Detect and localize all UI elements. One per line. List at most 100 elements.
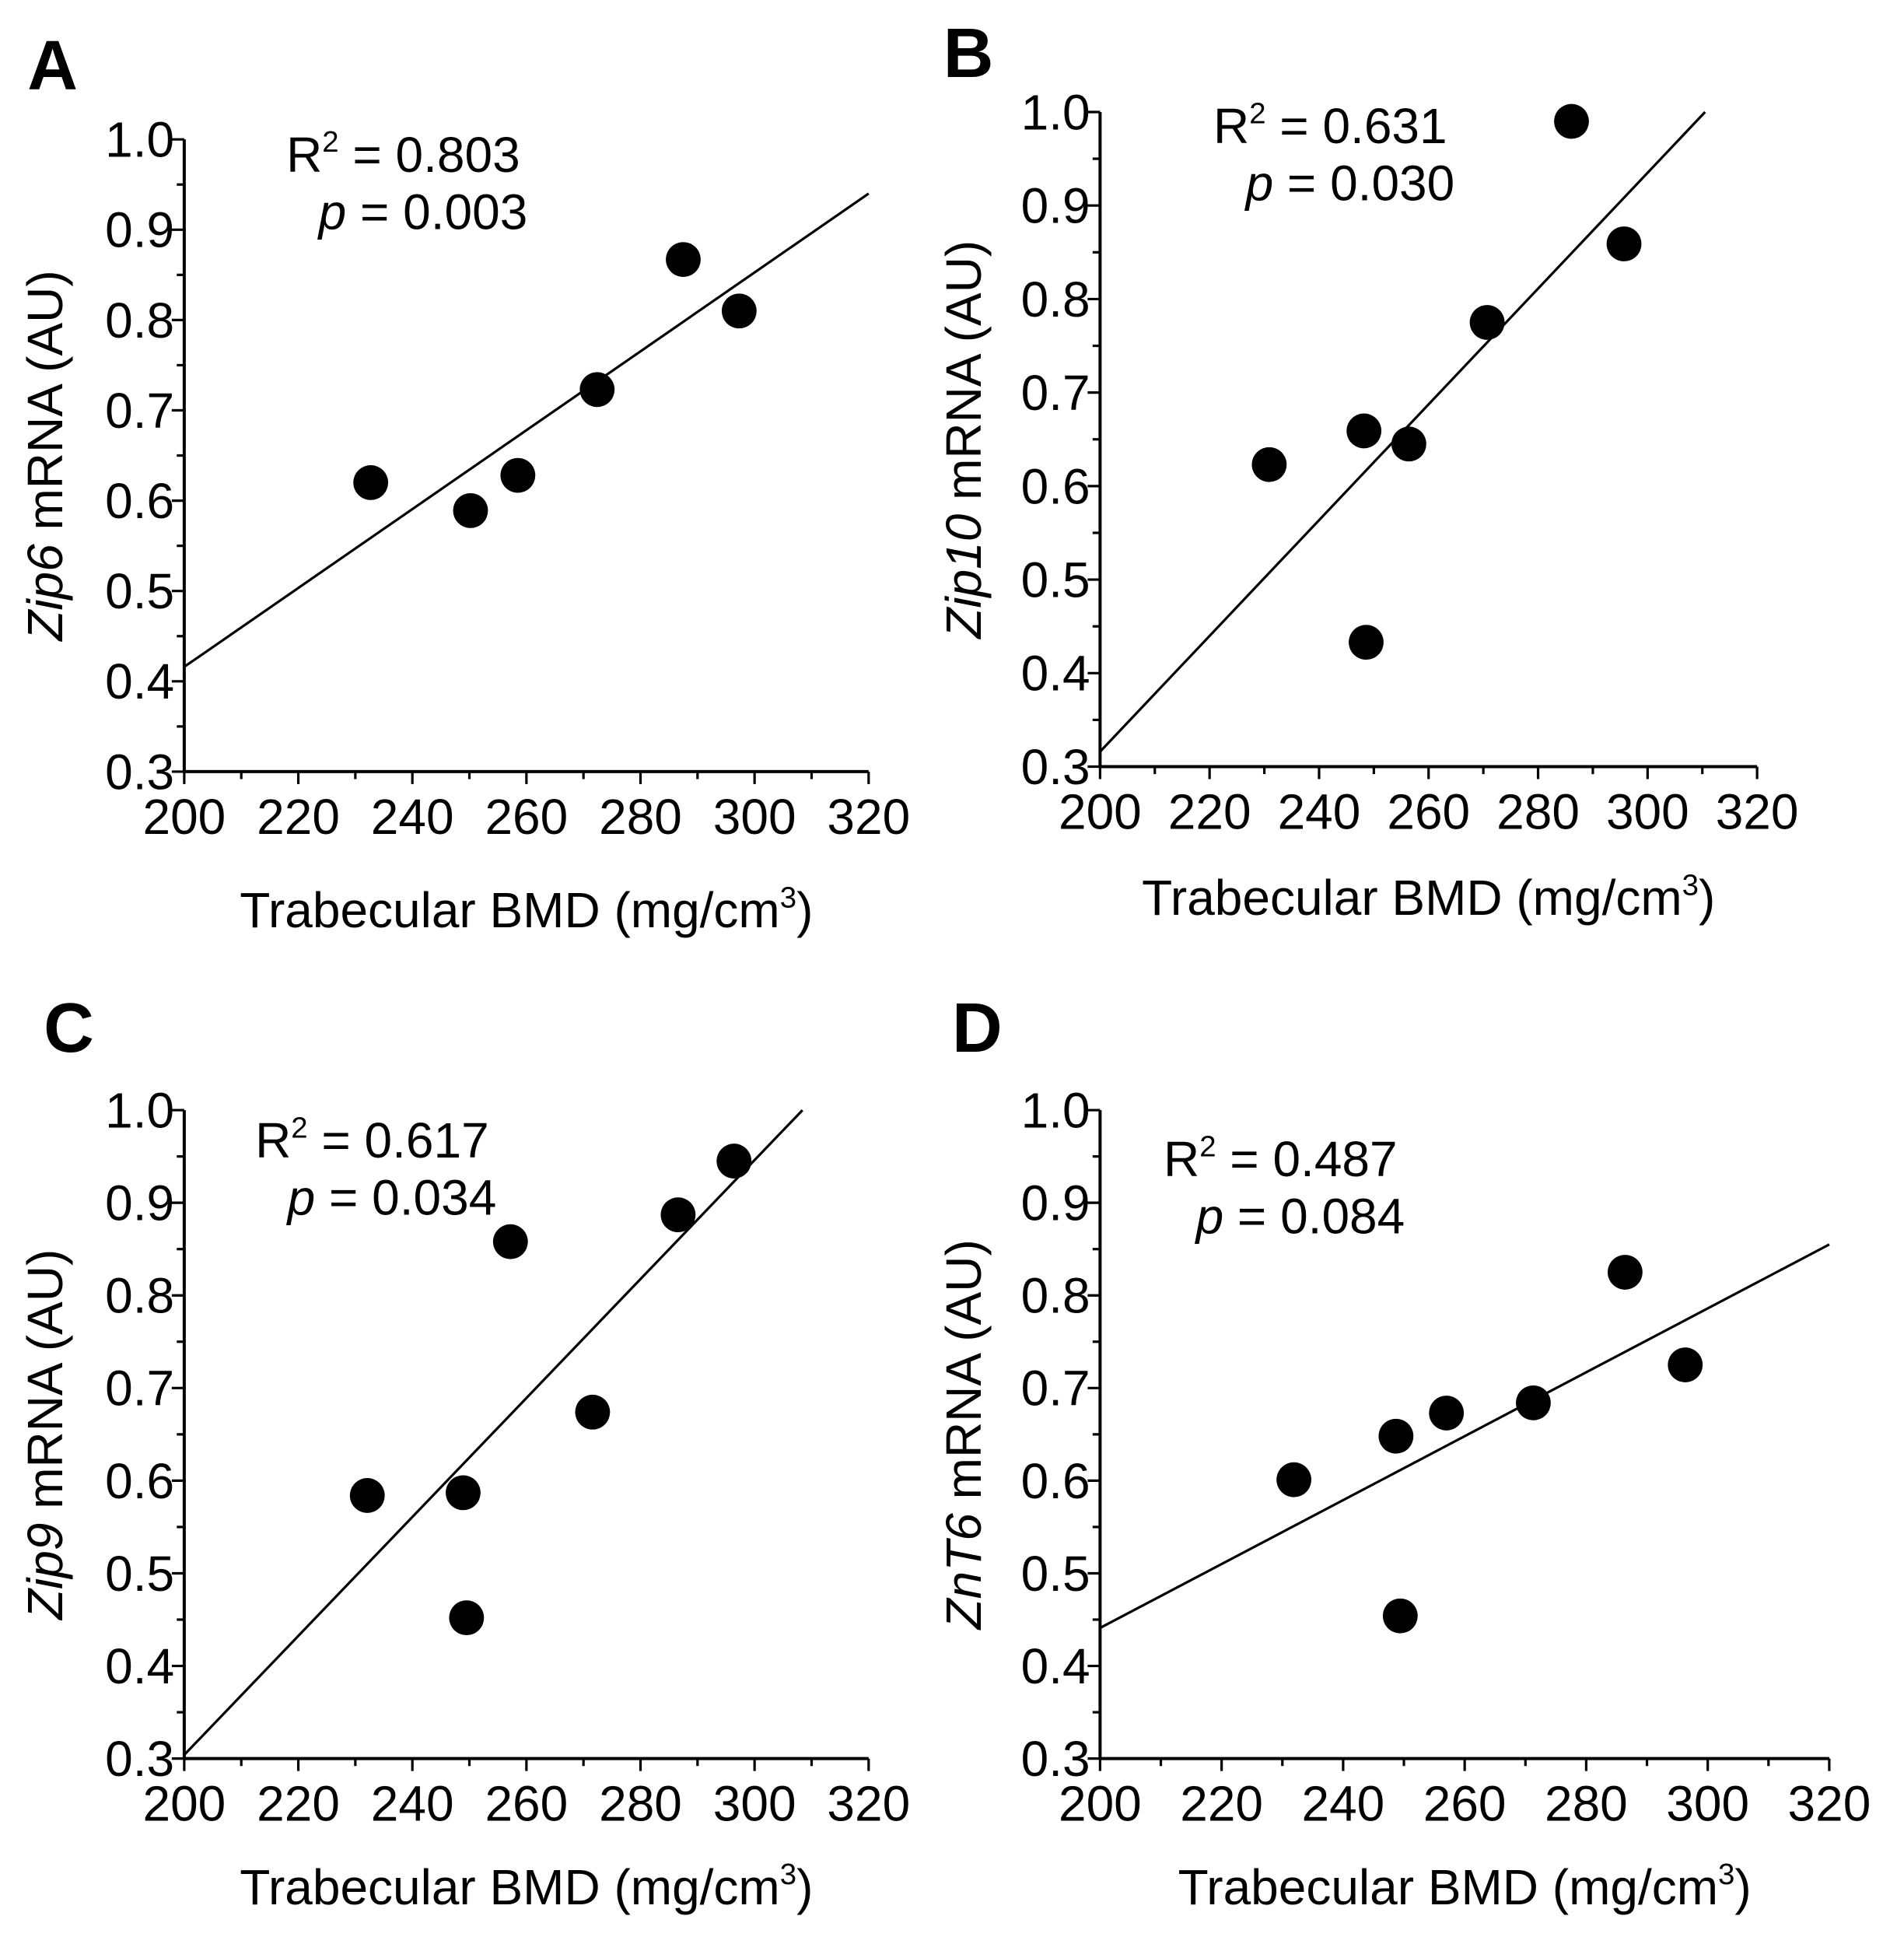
- x-tick-label: 320: [1716, 784, 1799, 840]
- data-point: [1349, 625, 1384, 660]
- data-point: [449, 1600, 485, 1636]
- x-axis-label: Trabecular BMD (mg/cm3): [1142, 868, 1715, 926]
- y-tick-label: 0.6: [105, 473, 174, 529]
- r-squared-annotation: R2 = 0.631: [1213, 96, 1447, 154]
- x-tick-label: 200: [1059, 1776, 1142, 1832]
- y-tick-label: 0.9: [1021, 178, 1090, 234]
- p-value-label: p: [286, 1169, 316, 1225]
- y-tick-label: 0.8: [1021, 1268, 1090, 1324]
- x-tick-label: 300: [1606, 784, 1689, 840]
- r-squared-value: = 0.487: [1216, 1131, 1398, 1187]
- data-point: [660, 1197, 696, 1233]
- regression-line: [183, 192, 870, 668]
- y-tick-label: 0.5: [105, 1546, 174, 1602]
- x-axis-label-end: ): [1699, 870, 1715, 926]
- x-axis-label-superscript: 3: [1682, 868, 1699, 902]
- data-point: [1391, 426, 1426, 462]
- data-point: [716, 1144, 752, 1179]
- y-axis-label-text: mRNA (AU): [17, 270, 73, 544]
- p-value-value: = 0.003: [346, 184, 527, 240]
- x-tick-label: 300: [1666, 1776, 1749, 1832]
- data-point: [453, 492, 488, 528]
- x-tick-label: 200: [1059, 784, 1142, 840]
- panel-B: B 200 220 240 260 280 300 320 0.3 0.4 0.5 0.6 0.7 0.8…: [936, 14, 1799, 926]
- r-squared-value: = 0.617: [308, 1112, 489, 1168]
- p-value-label: p: [1244, 156, 1274, 212]
- r-squared-superscript: 2: [1249, 96, 1265, 130]
- r-squared-annotation: R2 = 0.803: [286, 125, 520, 183]
- panel-A: A 200 220 240 260 280 300 320 0.3 0.4 0.5 0.6 0.7 0.8…: [17, 26, 910, 938]
- data-point: [666, 242, 701, 278]
- x-axis-label-superscript: 3: [780, 881, 796, 914]
- x-axis-label-text: Trabecular BMD (mg/cm: [240, 882, 779, 938]
- y-tick-label: 1.0: [105, 1082, 174, 1138]
- y-axis-label: Zip10 mRNA (AU): [936, 240, 992, 640]
- y-axis-label-text: mRNA (AU): [936, 1239, 992, 1513]
- p-value-label: p: [317, 184, 347, 240]
- y-tick-label: 0.6: [1021, 1453, 1090, 1509]
- x-tick-label: 300: [713, 1776, 796, 1832]
- x-tick-label: 260: [1387, 784, 1470, 840]
- r-squared-label: R: [1164, 1131, 1199, 1187]
- panel-letter: A: [27, 26, 78, 104]
- y-axis-label-gene: ZnT6: [936, 1513, 992, 1631]
- y-axis-label-gene: Zip10: [936, 513, 992, 639]
- regression-line: [1099, 1243, 1830, 1630]
- p-value-value: = 0.030: [1273, 156, 1454, 212]
- p-value-annotation: p = 0.030: [1244, 156, 1455, 212]
- data-point: [1608, 1255, 1643, 1290]
- y-axis-label: Zip9 mRNA (AU): [17, 1249, 73, 1621]
- x-tick-label: 240: [1278, 784, 1361, 840]
- y-tick-label: 0.6: [105, 1453, 174, 1509]
- x-tick-label: 240: [371, 1776, 454, 1832]
- x-axis-label-end: ): [796, 1859, 813, 1915]
- r-squared-annotation: R2 = 0.617: [255, 1111, 489, 1168]
- data-point: [579, 372, 615, 408]
- y-axis-label-gene: Zip6: [17, 544, 73, 643]
- x-tick-label: 320: [827, 1776, 910, 1832]
- y-tick-label: 0.7: [1021, 365, 1090, 421]
- y-tick-label: 0.3: [1021, 739, 1090, 795]
- x-tick-label: 260: [1423, 1776, 1507, 1832]
- r-squared-superscript: 2: [291, 1111, 307, 1144]
- y-tick-label: 1.0: [105, 112, 174, 168]
- x-tick-label: 280: [1496, 784, 1580, 840]
- p-value-value: = 0.084: [1223, 1188, 1405, 1244]
- x-axis-label: Trabecular BMD (mg/cm3): [240, 881, 813, 938]
- y-axis-label-text: mRNA (AU): [17, 1249, 73, 1523]
- x-tick-label: 280: [599, 1776, 682, 1832]
- data-point: [349, 1478, 385, 1513]
- p-value-annotation: p = 0.003: [317, 184, 528, 240]
- y-axis-label-gene: Zip9: [17, 1523, 73, 1621]
- data-point: [1429, 1396, 1465, 1431]
- x-axis-label-end: ): [1734, 1859, 1751, 1915]
- x-tick-label: 220: [1168, 784, 1251, 840]
- y-axis-label: ZnT6 mRNA (AU): [936, 1239, 992, 1631]
- y-tick-label: 0.4: [1021, 1638, 1090, 1694]
- r-squared-superscript: 2: [1199, 1130, 1216, 1163]
- y-tick-label: 0.7: [1021, 1361, 1090, 1417]
- data-point: [1554, 103, 1589, 139]
- x-tick-label: 200: [142, 789, 226, 845]
- y-tick-label: 0.5: [1021, 1546, 1090, 1602]
- y-tick-label: 0.7: [105, 1361, 174, 1417]
- panel-C: C 200 220 240 260 280 300 320 0.3 0.4 0.5 0.6 0.7 0.8…: [17, 989, 910, 1915]
- panel-letter: D: [952, 989, 1003, 1067]
- x-tick-label: 240: [1302, 1776, 1385, 1832]
- y-tick-label: 0.7: [105, 383, 174, 439]
- data-point: [721, 293, 757, 329]
- x-tick-label: 280: [1545, 1776, 1628, 1832]
- r-squared-annotation: R2 = 0.487: [1164, 1130, 1398, 1187]
- data-point: [1346, 413, 1382, 449]
- x-tick-label: 220: [1180, 1776, 1263, 1832]
- x-tick-label: 320: [827, 789, 910, 845]
- data-point: [1251, 447, 1287, 482]
- y-tick-label: 0.3: [1021, 1731, 1090, 1787]
- y-tick-label: 0.8: [105, 292, 174, 349]
- y-tick-label: 1.0: [1021, 84, 1090, 140]
- data-point: [1276, 1462, 1312, 1497]
- data-point: [1382, 1598, 1418, 1634]
- regression-line: [183, 1109, 803, 1756]
- x-tick-label: 260: [485, 1776, 568, 1832]
- r-squared-label: R: [286, 127, 322, 183]
